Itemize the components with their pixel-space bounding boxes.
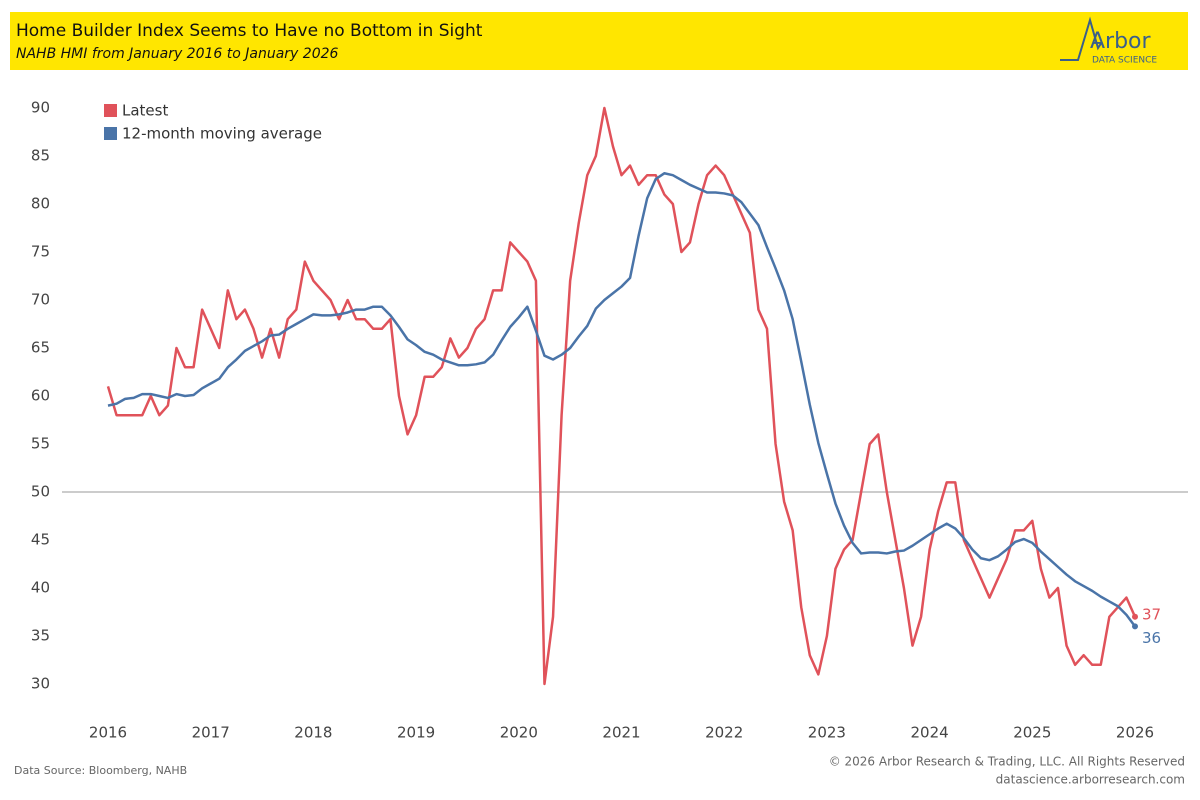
chart-subtitle: NAHB HMI from January 2016 to January 20… [16,46,339,62]
series-line [107,172,1137,628]
y-tick-label: 40 [31,579,50,597]
x-tick-label: 2023 [808,724,846,742]
x-tick-label: 2026 [1116,724,1154,742]
y-tick-label: 60 [31,387,50,405]
x-tick-label: 2016 [89,724,127,742]
y-tick-label: 55 [31,435,50,453]
x-tick-label: 2017 [192,724,230,742]
chart-title: Home Builder Index Seems to Have no Bott… [16,21,483,41]
y-tick-label: 30 [31,675,50,693]
y-tick-label: 80 [31,195,50,213]
legend-label: Latest [122,102,168,120]
x-tick-label: 2021 [602,724,640,742]
y-tick-label: 75 [31,243,50,261]
source: Data Source: Bloomberg, NAHB [14,764,187,777]
y-tick-label: 50 [31,483,50,501]
logo-mark [1060,16,1103,61]
x-tick-label: 2019 [397,724,435,742]
y-tick-label: 70 [31,291,50,309]
y-tick-label: 35 [31,627,50,645]
header-band [10,12,1188,70]
y-tick-label: 85 [31,147,50,165]
end-label: 37 [1142,605,1161,623]
x-tick-label: 2025 [1013,724,1051,742]
y-tick-label: 45 [31,531,50,549]
x-tick-label: 2018 [294,724,332,742]
y-tick-label: 90 [31,99,50,117]
end-point [1132,613,1138,620]
x-tick-label: 2024 [911,724,949,742]
website: datascience.arborresearch.com [996,773,1185,787]
series-line [106,106,1137,686]
end-point [1132,623,1138,630]
legend-label: 12-month moving average [122,125,322,143]
end-label: 36 [1142,629,1161,647]
copyright: © 2026 Arbor Research & Trading, LLC. Al… [829,755,1185,769]
legend-swatch [104,127,117,140]
y-tick-label: 65 [31,339,50,357]
legend-swatch [104,104,117,117]
x-tick-label: 2020 [500,724,538,742]
logo-name: Arbor [1090,29,1152,54]
x-tick-label: 2022 [705,724,743,742]
logo-tagline: DATA SCIENCE [1092,56,1157,66]
